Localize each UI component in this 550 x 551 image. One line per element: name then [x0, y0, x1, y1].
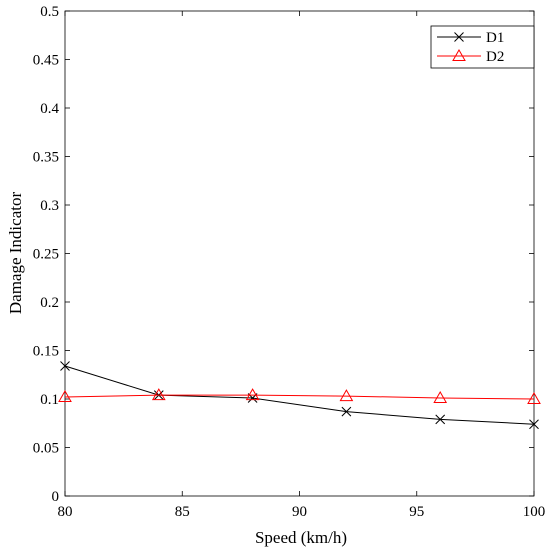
data-point-d2	[58, 390, 72, 403]
y-tick-label: 0.35	[33, 150, 59, 166]
legend-box	[430, 25, 535, 69]
y-tick-label: 0.3	[40, 198, 59, 214]
y-tick-label: 0.1	[40, 392, 59, 408]
data-point-d1	[60, 361, 70, 371]
y-axis-ticks: 0 0.05 0.1 0.15 0.2 0.25 0.3 0.35 0.4 0.45 0.5	[33, 4, 534, 505]
plot-border	[64, 10, 535, 497]
data-point-d1-stroke-b	[341, 406, 352, 417]
y-tick-label: 0.25	[33, 247, 59, 263]
data-point-d1-stroke-b	[435, 414, 446, 425]
data-point-d1	[529, 419, 539, 430]
data-point-d1	[341, 406, 352, 417]
y-tick-label: 0.2	[40, 295, 59, 311]
y-tick-label: 0.4	[40, 101, 59, 117]
data-point-d1-stroke-b	[529, 419, 539, 430]
x-axis-title: Speed (km/h)	[255, 528, 347, 547]
data-point-d1	[435, 414, 446, 425]
data-point-d2	[245, 388, 260, 401]
legend-label-d1: D1	[486, 30, 504, 46]
y-tick-label: 0.05	[33, 441, 59, 457]
x-tick-label: 80	[58, 504, 73, 520]
data-point-d2	[339, 389, 354, 402]
plot-frame	[64, 10, 535, 497]
x-tick-label: 95	[409, 504, 424, 520]
y-tick-label: 0	[52, 489, 60, 505]
x-axis-ticks: 80 85 90 95 100	[58, 11, 546, 520]
legend-x-marker-stroke-b	[454, 32, 464, 42]
data-point-d2	[151, 388, 166, 401]
legend: D1 D2	[430, 25, 535, 69]
series-line-d2	[64, 394, 535, 400]
series-line-d1	[64, 365, 535, 425]
legend-x-marker	[454, 32, 464, 42]
data-point-d2	[433, 391, 448, 404]
series-d2	[58, 388, 541, 404]
legend-triangle-marker	[452, 48, 466, 61]
legend-label-d2: D2	[486, 49, 504, 65]
x-tick-label: 100	[523, 504, 546, 520]
data-point-d1-stroke-b	[60, 361, 70, 371]
y-tick-label: 0.45	[33, 53, 59, 69]
data-point-d2	[527, 391, 541, 404]
legend-marker-d1	[454, 32, 464, 42]
y-tick-label: 0.15	[33, 344, 59, 360]
y-tick-label: 0.5	[40, 4, 59, 20]
legend-marker-d2	[452, 48, 466, 61]
series-layer	[58, 361, 541, 430]
x-tick-label: 85	[175, 504, 190, 520]
y-axis-title: Damage Indicator	[6, 192, 25, 315]
x-tick-label: 90	[292, 504, 307, 520]
